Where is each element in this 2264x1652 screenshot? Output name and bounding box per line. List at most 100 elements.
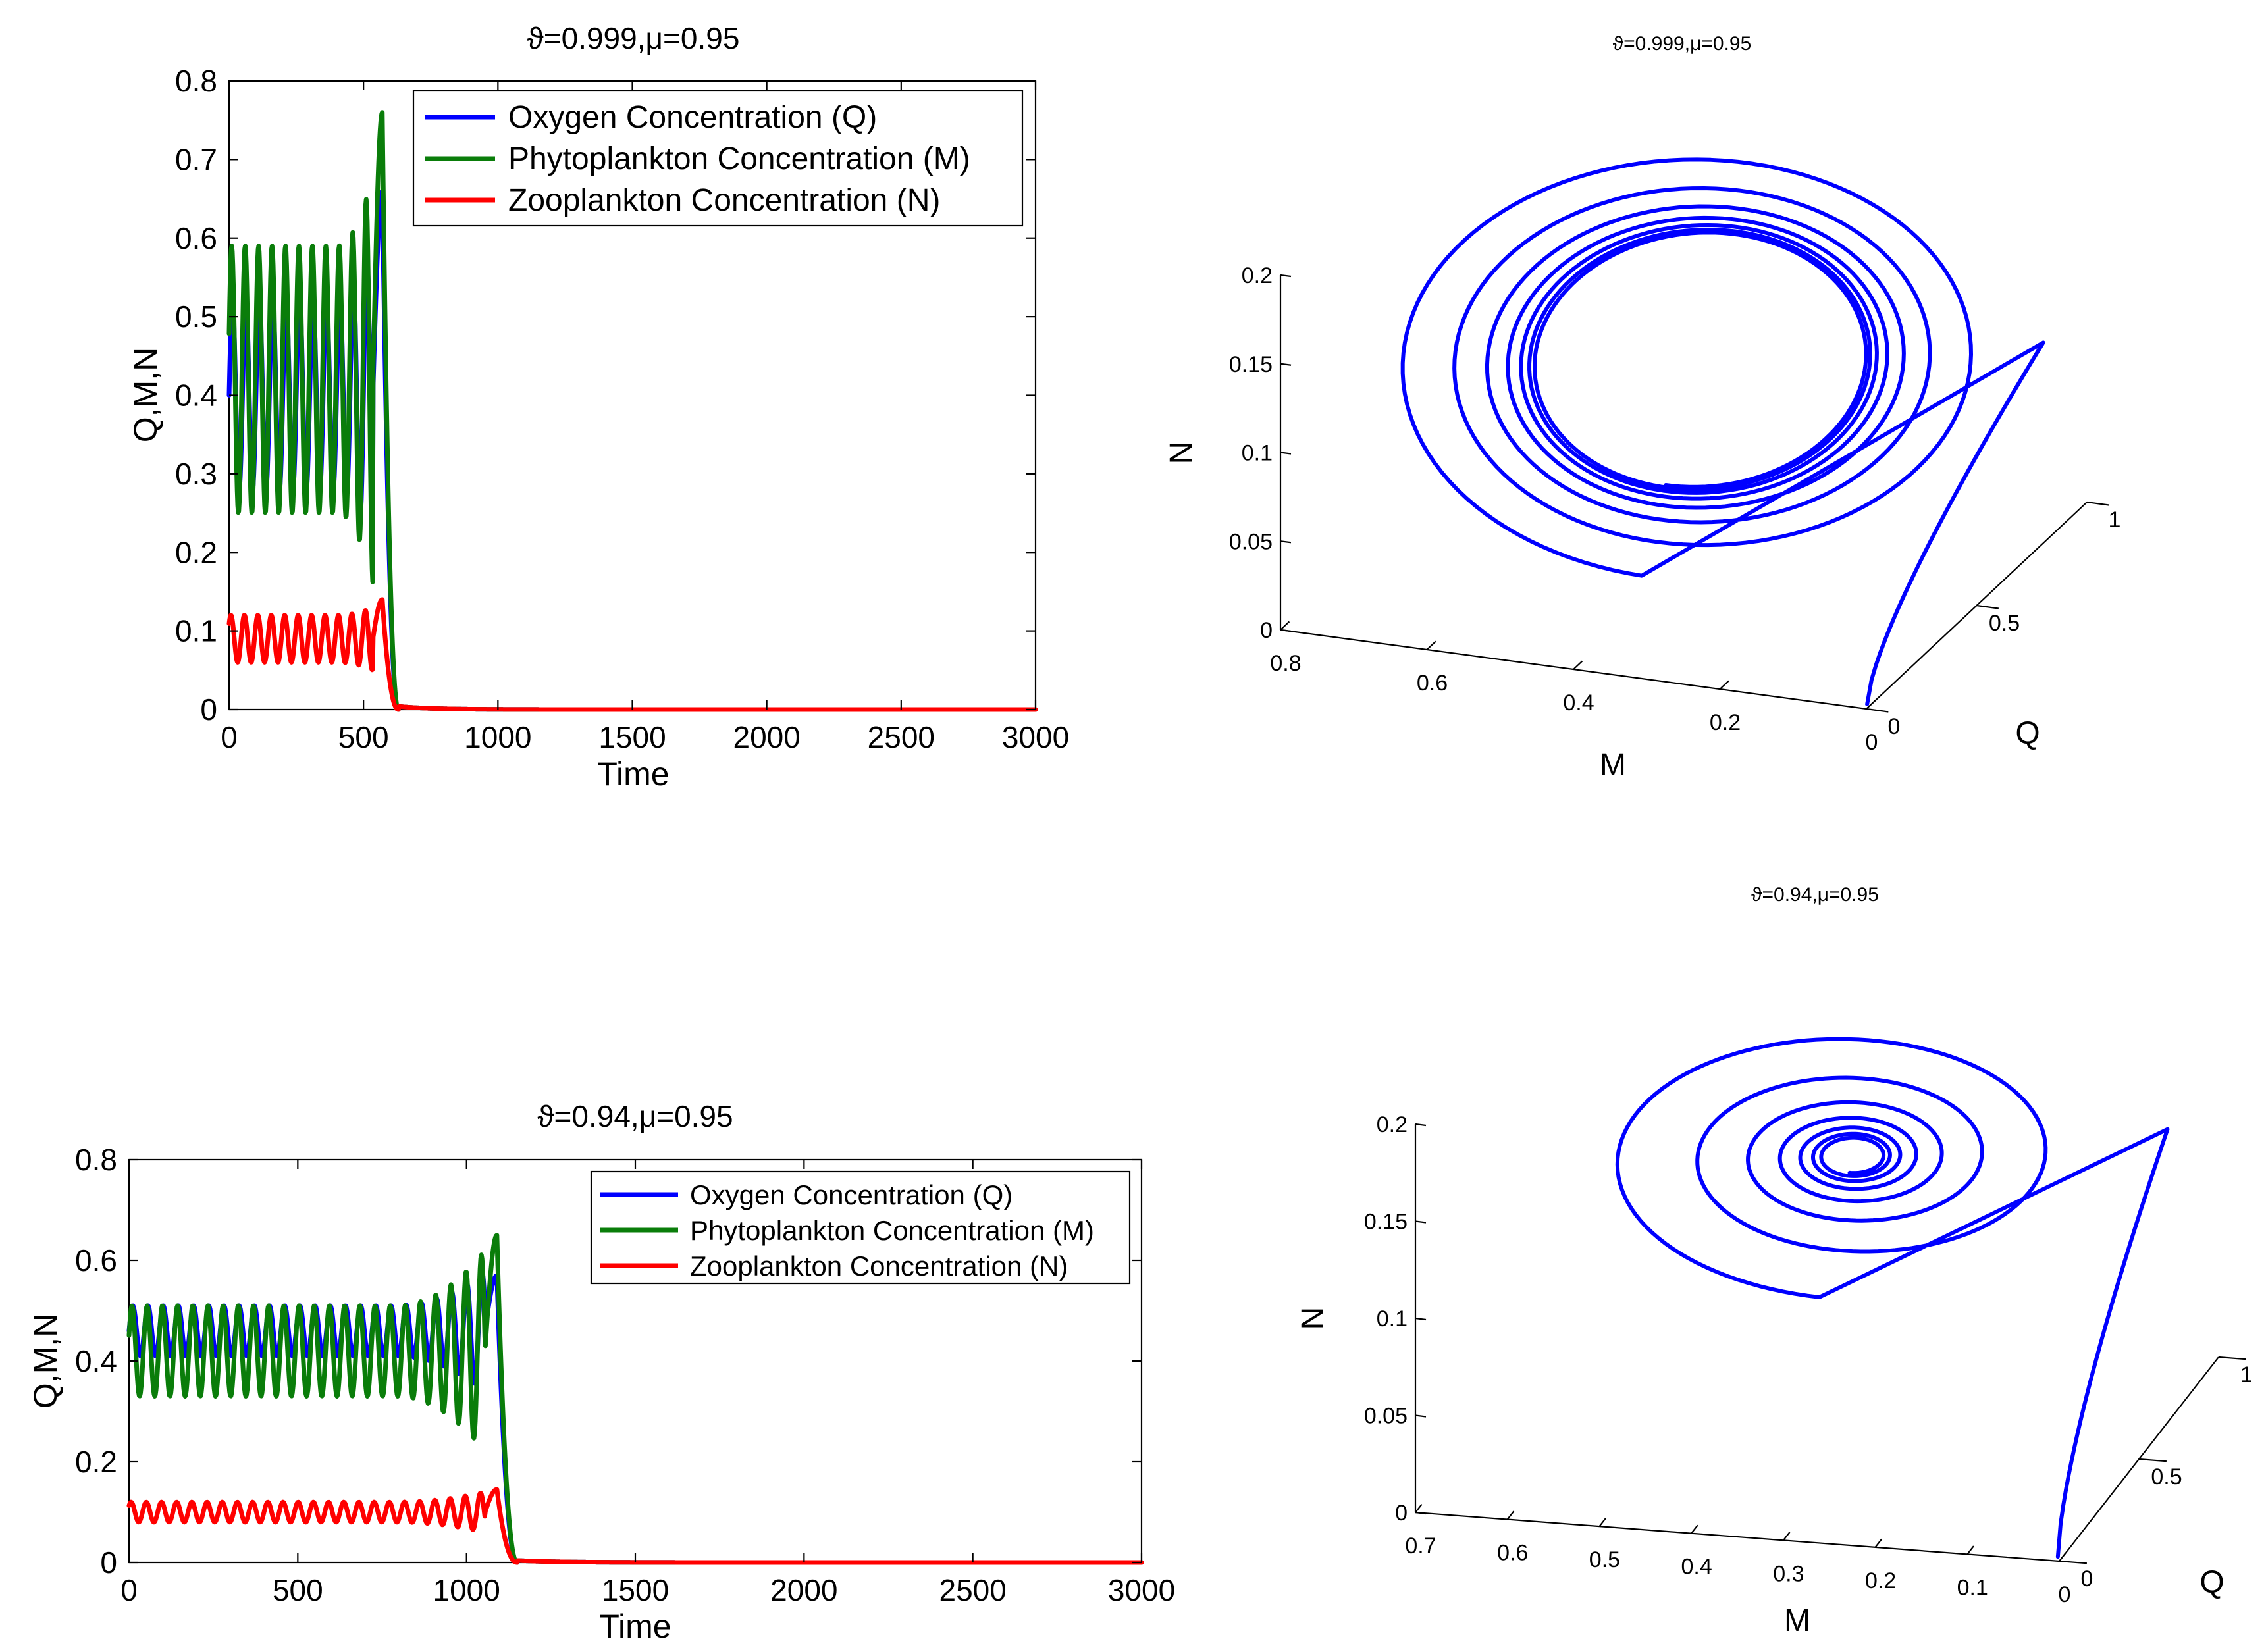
legend: Oxygen Concentration (Q) Phytoplankton C… bbox=[590, 1170, 1131, 1285]
tick-layer: 0 0.2 0.4 0.6 0.8 0 0.5 1 0 0.05 0.1 0.15 0.2 bbox=[1229, 263, 2121, 755]
trajectory-line bbox=[1400, 157, 2045, 706]
n-tick bbox=[1415, 1123, 1427, 1127]
m-tick-label: 0.2 bbox=[1865, 1568, 1896, 1593]
m-axis-label: M bbox=[1784, 1603, 1810, 1638]
trajectory-line bbox=[1615, 1037, 2170, 1559]
m-tick-label: 0.4 bbox=[1563, 690, 1594, 715]
x-tick-label: 3000 bbox=[1108, 1573, 1175, 1607]
y-tick-label: 0.6 bbox=[75, 1243, 117, 1278]
m-tick-label: 0.6 bbox=[1497, 1541, 1528, 1566]
n-tick-label: 0.2 bbox=[1242, 263, 1273, 288]
m-tick-label: 0.8 bbox=[1270, 651, 1301, 676]
y-tick-label: 0.8 bbox=[175, 64, 217, 98]
chart-title: ϑ=0.94,μ=0.95 bbox=[537, 1099, 733, 1133]
q-tick bbox=[1866, 708, 1889, 713]
y-axis-label: Q,M,N bbox=[27, 1314, 64, 1408]
m-tick bbox=[2059, 1552, 2067, 1562]
m-tick-label: 0.6 bbox=[1417, 671, 1448, 696]
x-axis-label: Time bbox=[599, 1608, 671, 1645]
x-tick-label: 2500 bbox=[868, 720, 935, 754]
n-tick-label: 0.2 bbox=[1377, 1112, 1408, 1137]
m-tick bbox=[1598, 1518, 1606, 1527]
n-tick bbox=[1415, 1511, 1427, 1515]
n-tick-label: 0.15 bbox=[1229, 352, 1273, 377]
legend-label-oxygen: Oxygen Concentration (Q) bbox=[690, 1179, 1013, 1210]
q-tick-label: 0.5 bbox=[2151, 1464, 2182, 1489]
tick-layer: 0 500 1000 1500 2000 2500 3000 0 0.2 0.4 0.6 0.8 bbox=[75, 1143, 1175, 1607]
q-axis-label: Q bbox=[2199, 1565, 2224, 1600]
trajectory-layer bbox=[1400, 157, 2045, 706]
y-tick-label: 0.5 bbox=[175, 299, 217, 334]
y-tick-label: 0.1 bbox=[175, 614, 217, 648]
m-tick bbox=[1966, 1545, 1974, 1555]
m-tick-label: 0.3 bbox=[1773, 1561, 1804, 1586]
m-tick-label: 0.5 bbox=[1589, 1547, 1620, 1572]
legend-label-zoo: Zooplankton Concentration (N) bbox=[690, 1251, 1068, 1281]
x-tick-label: 1000 bbox=[433, 1573, 500, 1607]
time-series-top: ϑ=0.999,μ=0.95 0 500 1000 1500 2000 2500 30000… bbox=[127, 21, 1069, 792]
phase-portrait-bottom: ϑ=0.94,μ=0.95 0 0.1 0.2 0.3 0.4 0.5 0.6 0.7 0 0.5… bbox=[1296, 884, 2252, 1638]
legend-label-zoo: Zooplankton Concentration (N) bbox=[508, 183, 940, 218]
y-tick-label: 0.7 bbox=[175, 142, 217, 176]
n-tick-label: 0 bbox=[1395, 1501, 1408, 1526]
x-tick-label: 1000 bbox=[464, 720, 531, 754]
m-axis-label: M bbox=[1600, 748, 1626, 783]
m-tick bbox=[1506, 1510, 1515, 1520]
n-tick bbox=[1280, 363, 1292, 366]
q-tick-label: 0.5 bbox=[1989, 611, 2020, 636]
x-tick-label: 500 bbox=[338, 720, 389, 754]
q-tick bbox=[1976, 604, 1999, 609]
m-axis bbox=[1415, 1511, 2060, 1562]
legend-box bbox=[590, 1170, 1131, 1285]
n-tick bbox=[1280, 629, 1292, 632]
m-tick-label: 0.1 bbox=[1957, 1575, 1988, 1600]
m-tick bbox=[1719, 680, 1729, 690]
phase-portrait-top: ϑ=0.999,μ=0.95 0 0.2 0.4 0.6 0.8 0 0.5 1 0 0.05 0.… bbox=[1164, 33, 2120, 783]
n-axis-label: N bbox=[1164, 442, 1199, 465]
m-tick bbox=[1415, 1503, 1423, 1513]
m-tick bbox=[1782, 1532, 1791, 1541]
legend-label-oxygen: Oxygen Concentration (Q) bbox=[508, 100, 877, 135]
m-tick bbox=[1426, 640, 1436, 650]
n-tick-label: 0.1 bbox=[1242, 441, 1273, 466]
x-axis-label: Time bbox=[597, 756, 669, 792]
m-tick bbox=[1691, 1524, 1698, 1534]
m-tick-label: 0.7 bbox=[1405, 1534, 1436, 1559]
n-tick bbox=[1415, 1414, 1427, 1418]
y-tick-label: 0 bbox=[100, 1545, 117, 1580]
trajectory-layer bbox=[1615, 1037, 2170, 1559]
x-tick-label: 3000 bbox=[1002, 720, 1069, 754]
q-tick bbox=[2086, 501, 2109, 506]
m-tick-label: 0 bbox=[1866, 730, 1878, 755]
q-tick bbox=[2218, 1356, 2246, 1360]
legend-label-phyto: Phytoplankton Concentration (M) bbox=[508, 142, 970, 176]
n-tick bbox=[1280, 540, 1292, 544]
tick-layer: 0 500 1000 1500 2000 2500 3000 0 0.1 0.2 0.3 0.4 0.5… bbox=[175, 64, 1069, 754]
m-tick-label: 0.2 bbox=[1710, 710, 1741, 735]
series-line-zoo bbox=[226, 597, 1038, 712]
y-tick-label: 0.3 bbox=[175, 457, 217, 491]
y-tick-label: 0.2 bbox=[75, 1445, 117, 1479]
m-tick bbox=[1573, 660, 1583, 670]
m-tick bbox=[1866, 700, 1876, 710]
x-tick-label: 0 bbox=[120, 1573, 138, 1607]
x-tick-label: 2500 bbox=[939, 1573, 1006, 1607]
m-tick bbox=[1280, 621, 1290, 631]
y-tick-label: 0.4 bbox=[75, 1344, 117, 1378]
y-tick-label: 0 bbox=[200, 692, 217, 727]
q-tick-label: 0 bbox=[2081, 1566, 2093, 1591]
y-tick-label: 0.2 bbox=[175, 535, 217, 569]
n-tick bbox=[1415, 1317, 1427, 1321]
n-tick-label: 0.1 bbox=[1377, 1306, 1408, 1331]
tick-layer: 0 0.1 0.2 0.3 0.4 0.5 0.6 0.7 0 0.5 1 0 0.05 0.1 0.15 0… bbox=[1364, 1112, 2253, 1607]
q-axis-label: Q bbox=[2015, 716, 2040, 751]
q-tick-label: 0 bbox=[1888, 714, 1901, 739]
n-tick-label: 0.05 bbox=[1364, 1404, 1408, 1429]
y-tick-label: 0.8 bbox=[75, 1143, 117, 1177]
legend: Oxygen Concentration (Q) Phytoplankton C… bbox=[412, 90, 1024, 227]
q-tick-label: 1 bbox=[2109, 507, 2121, 532]
series-line-zoo bbox=[126, 1487, 1144, 1565]
x-tick-label: 2000 bbox=[733, 720, 800, 754]
n-tick bbox=[1415, 1220, 1427, 1224]
